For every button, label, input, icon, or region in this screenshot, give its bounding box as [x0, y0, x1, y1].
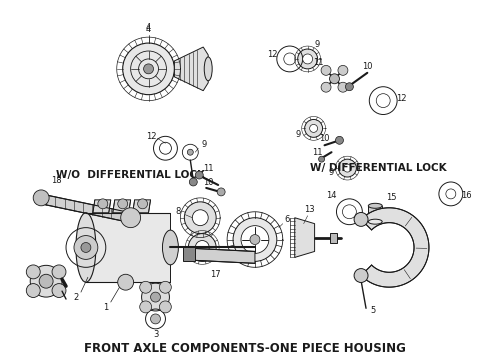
Text: 8: 8: [176, 207, 181, 216]
Circle shape: [217, 188, 225, 196]
Text: 10: 10: [203, 179, 214, 188]
Polygon shape: [36, 193, 131, 223]
Circle shape: [196, 171, 203, 179]
Circle shape: [118, 199, 128, 209]
Circle shape: [345, 83, 353, 91]
Ellipse shape: [204, 57, 212, 81]
Ellipse shape: [368, 219, 382, 224]
Text: FRONT AXLE COMPONENTS-ONE PIECE HOUSING: FRONT AXLE COMPONENTS-ONE PIECE HOUSING: [84, 342, 406, 355]
Polygon shape: [196, 248, 255, 264]
Circle shape: [150, 314, 161, 324]
Circle shape: [241, 226, 269, 253]
Circle shape: [74, 235, 98, 260]
Polygon shape: [93, 200, 111, 213]
Circle shape: [305, 120, 322, 137]
Circle shape: [336, 136, 343, 144]
Circle shape: [26, 284, 40, 297]
Text: 3: 3: [153, 330, 158, 339]
Polygon shape: [183, 247, 196, 261]
Text: 17: 17: [210, 270, 220, 279]
Ellipse shape: [163, 230, 178, 265]
Circle shape: [26, 265, 40, 279]
Text: 9: 9: [315, 40, 320, 49]
Circle shape: [52, 284, 66, 297]
Polygon shape: [174, 47, 208, 91]
Circle shape: [159, 281, 171, 293]
Circle shape: [339, 159, 356, 177]
Text: 4: 4: [146, 23, 151, 32]
Text: W/O  DIFFERENTIAL LOCK: W/O DIFFERENTIAL LOCK: [56, 170, 205, 180]
Polygon shape: [368, 206, 382, 222]
Text: 13: 13: [304, 205, 315, 214]
Polygon shape: [361, 208, 429, 287]
Text: 11: 11: [312, 148, 323, 157]
Circle shape: [192, 210, 208, 226]
Text: W/ DIFFERENTIAL LOCK: W/ DIFFERENTIAL LOCK: [310, 163, 446, 173]
Text: 12: 12: [267, 50, 277, 59]
Circle shape: [338, 66, 348, 75]
Ellipse shape: [76, 213, 96, 282]
Circle shape: [188, 234, 216, 261]
Circle shape: [318, 156, 324, 162]
Circle shape: [33, 190, 49, 206]
Text: 4: 4: [146, 25, 151, 34]
Polygon shape: [294, 218, 315, 257]
Circle shape: [81, 243, 91, 252]
Circle shape: [196, 240, 209, 255]
Text: 14: 14: [326, 192, 337, 201]
Polygon shape: [329, 233, 338, 243]
Circle shape: [321, 66, 331, 75]
Text: 9: 9: [329, 167, 334, 176]
Text: 12: 12: [396, 94, 406, 103]
Circle shape: [52, 265, 66, 279]
Circle shape: [233, 218, 277, 261]
Polygon shape: [86, 213, 171, 282]
Circle shape: [354, 212, 368, 226]
Circle shape: [140, 281, 151, 293]
Ellipse shape: [368, 203, 382, 208]
Circle shape: [138, 199, 147, 209]
Circle shape: [150, 292, 161, 302]
Text: 9: 9: [295, 130, 300, 139]
Text: 5: 5: [370, 306, 376, 315]
Circle shape: [159, 301, 171, 313]
Circle shape: [118, 274, 134, 290]
Polygon shape: [113, 200, 131, 213]
Circle shape: [354, 269, 368, 283]
Circle shape: [184, 202, 216, 234]
Circle shape: [122, 43, 174, 95]
Circle shape: [187, 149, 193, 155]
Text: 11: 11: [313, 58, 324, 67]
Circle shape: [303, 54, 313, 64]
Circle shape: [343, 164, 351, 172]
Circle shape: [329, 74, 340, 84]
Circle shape: [189, 178, 197, 186]
Circle shape: [98, 199, 108, 209]
Circle shape: [144, 64, 153, 74]
Circle shape: [30, 265, 62, 297]
Text: 10: 10: [362, 62, 372, 71]
Text: 12: 12: [147, 132, 157, 141]
Circle shape: [321, 82, 331, 92]
Circle shape: [39, 274, 53, 288]
Circle shape: [142, 283, 170, 311]
Text: 1: 1: [103, 302, 108, 311]
Text: 11: 11: [203, 163, 214, 172]
Text: 15: 15: [386, 193, 396, 202]
Text: 18: 18: [51, 176, 61, 185]
Text: 9: 9: [201, 140, 207, 149]
Circle shape: [310, 125, 318, 132]
Text: 2: 2: [74, 293, 78, 302]
Circle shape: [338, 82, 348, 92]
Circle shape: [250, 235, 260, 244]
Circle shape: [121, 208, 141, 228]
Circle shape: [140, 301, 151, 313]
Circle shape: [298, 49, 318, 69]
Polygon shape: [133, 200, 150, 213]
Text: 6: 6: [284, 215, 290, 224]
Text: 16: 16: [462, 192, 472, 201]
Text: 10: 10: [319, 134, 330, 143]
